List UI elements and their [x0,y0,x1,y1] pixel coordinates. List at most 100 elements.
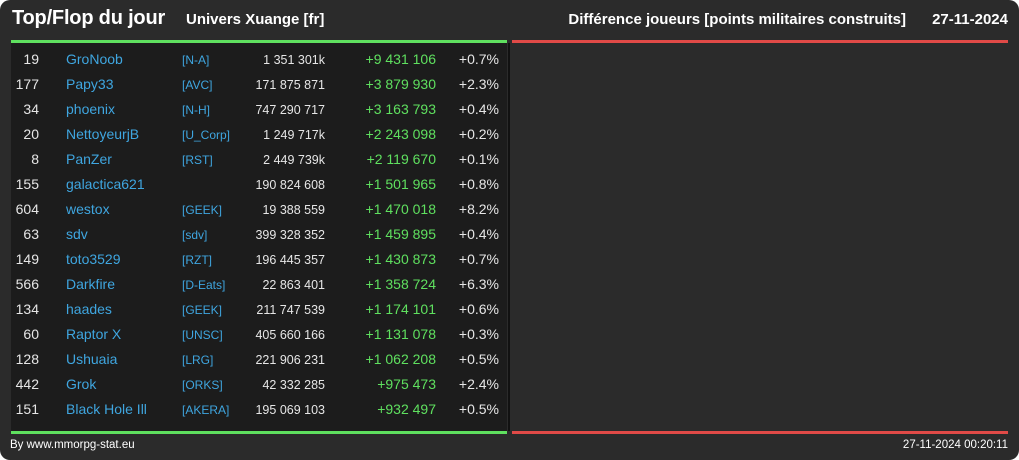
percent-change: +0.4% [458,101,499,117]
percent-change: +0.6% [458,301,499,317]
alliance-tag-link[interactable]: [ORKS] [182,378,223,392]
player-name-link[interactable]: Ushuaia [66,351,118,367]
military-points-total: 1 249 717k [263,128,325,142]
points-difference: +1 062 208 [365,351,436,367]
percent-change: +2.4% [458,376,499,392]
player-name-link[interactable]: Raptor X [66,326,122,342]
table-row: 19 GroNoob [N-A] 1 351 301k +9 431 106 +0.7% [11,47,507,72]
player-name-link[interactable]: phoenix [66,101,116,117]
flop-accent-bar-bottom [512,431,1008,434]
player-name-link[interactable]: sdv [66,226,88,242]
points-difference: +1 430 873 [365,251,436,267]
table-row: 20 NettoyeurjB [U_Corp] 1 249 717k +2 243 09… [11,122,507,147]
percent-change: +0.5% [458,401,499,417]
site-credit-link[interactable]: By www.mmorpg-stat.eu [10,439,135,451]
player-name-link[interactable]: Papy33 [66,76,114,92]
alliance-tag-link[interactable]: [UNSC] [182,328,223,342]
percent-change: +6.3% [458,276,499,292]
percent-change: +0.5% [458,351,499,367]
alliance-tag-link[interactable]: [RST] [182,153,213,167]
table-row: 442 Grok [ORKS] 42 332 285 +975 473 +2.4% [11,372,507,397]
top-players-list: 19 GroNoob [N-A] 1 351 301k +9 431 106 +0.7% 1… [11,47,507,422]
alliance-tag-link[interactable]: [RZT] [182,253,212,267]
alliance-tag-link[interactable]: [AVC] [182,78,213,92]
military-points-total: 1 351 301k [263,53,325,67]
universe-label: Univers Xuange [fr] [186,11,325,28]
points-difference: +932 497 [377,401,436,417]
player-name-link[interactable]: toto3529 [66,251,121,267]
player-rank: 128 [15,351,39,367]
military-points-total: 195 069 103 [255,403,325,417]
player-name-link[interactable]: Darkfire [66,276,116,292]
percent-change: +8.2% [458,201,499,217]
table-row: 8 PanZer [RST] 2 449 739k +2 119 670 +0.1% [11,147,507,172]
military-points-total: 42 332 285 [262,378,325,392]
table-row: 134 haades [GEEK] 211 747 539 +1 174 101 +0.6… [11,297,507,322]
page-title: Top/Flop du jour [12,7,166,29]
military-points-total: 171 875 871 [255,78,325,92]
table-row: 128 Ushuaia [LRG] 221 906 231 +1 062 208 +0.5… [11,347,507,372]
points-difference: +1 131 078 [365,326,436,342]
military-points-total: 2 449 739k [263,153,325,167]
table-row: 155 galactica621 190 824 608 +1 501 965 +0.8… [11,172,507,197]
alliance-tag-link[interactable]: [GEEK] [182,303,223,317]
player-rank: 63 [23,226,39,242]
points-difference: +975 473 [377,376,436,392]
flop-players-panel [512,43,1008,431]
military-points-total: 221 906 231 [255,353,325,367]
player-name-link[interactable]: galactica621 [66,176,145,192]
table-row: 177 Papy33 [AVC] 171 875 871 +3 879 930 +2.3% [11,72,507,97]
percent-change: +2.3% [458,76,499,92]
points-difference: +1 501 965 [365,176,436,192]
table-row: 34 phoenix [N-H] 747 290 717 +3 163 793 +0.4% [11,97,507,122]
alliance-tag-link[interactable]: [AKERA] [182,403,230,417]
alliance-tag-link[interactable]: [D-Eats] [182,278,226,292]
points-difference: +1 174 101 [365,301,436,317]
alliance-tag-link[interactable]: [N-A] [182,53,210,67]
player-name-link[interactable]: PanZer [66,151,112,167]
player-rank: 60 [23,326,39,342]
points-difference: +1 470 018 [365,201,436,217]
military-points-total: 747 290 717 [255,103,325,117]
player-name-link[interactable]: Grok [66,376,97,392]
player-name-link[interactable]: haades [66,301,112,317]
top-accent-bar [11,40,507,43]
top-players-panel: 19 GroNoob [N-A] 1 351 301k +9 431 106 +0.7% 1… [11,43,507,431]
percent-change: +0.7% [458,51,499,67]
player-rank: 134 [15,301,39,317]
player-rank: 151 [15,401,39,417]
player-rank: 566 [15,276,39,292]
player-name-link[interactable]: NettoyeurjB [66,126,140,142]
player-name-link[interactable]: Black Hole Ill [66,401,147,417]
table-row: 60 Raptor X [UNSC] 405 660 166 +1 131 078 +0.… [11,322,507,347]
points-difference: +1 459 895 [365,226,436,242]
military-points-total: 190 824 608 [255,178,325,192]
percent-change: +0.7% [458,251,499,267]
player-rank: 177 [15,76,39,92]
player-rank: 8 [31,151,39,167]
player-rank: 34 [23,101,39,117]
top-accent-bar-bottom [11,431,507,434]
ranking-subtitle: Différence joueurs [points militaires co… [568,11,906,28]
alliance-tag-link[interactable]: [LRG] [182,353,214,367]
player-name-link[interactable]: westox [66,201,110,217]
points-difference: +1 358 724 [365,276,436,292]
flop-accent-bar [512,40,1008,43]
military-points-total: 211 747 539 [256,303,325,317]
player-name-link[interactable]: GroNoob [66,51,123,67]
player-rank: 604 [15,201,39,217]
table-row: 63 sdv [sdv] 399 328 352 +1 459 895 +0.4% [11,222,507,247]
alliance-tag-link[interactable]: [sdv] [182,228,208,242]
alliance-tag-link[interactable]: [N-H] [182,103,210,117]
points-difference: +2 119 670 [366,151,436,167]
player-rank: 19 [23,51,39,67]
points-difference: +3 163 793 [365,101,436,117]
points-difference: +2 243 098 [365,126,436,142]
percent-change: +0.4% [458,226,499,242]
table-row: 149 toto3529 [RZT] 196 445 357 +1 430 873 +0.… [11,247,507,272]
military-points-total: 196 445 357 [255,253,325,267]
alliance-tag-link[interactable]: [U_Corp] [182,128,231,142]
alliance-tag-link[interactable]: [GEEK] [182,203,223,217]
player-rank: 155 [15,176,39,192]
